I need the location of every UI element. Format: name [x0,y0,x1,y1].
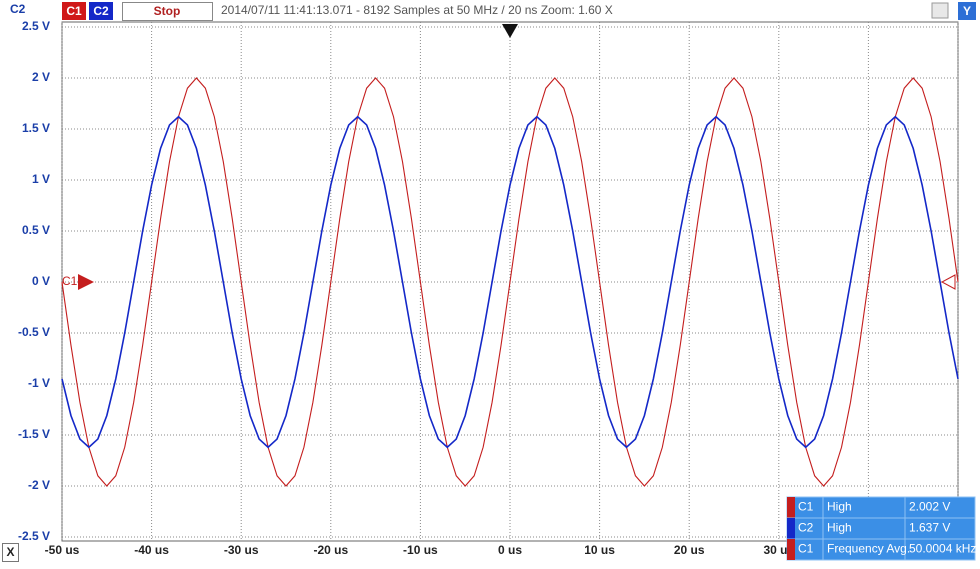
c1-level-marker [78,274,94,290]
c1-button-label[interactable]: C1 [66,4,82,18]
x-button[interactable] [2,543,19,562]
y-button-label[interactable]: Y [963,4,971,18]
c1-button[interactable] [62,2,86,20]
y-tick-label: -0.5 V [18,325,50,339]
y-tick-label: -1 V [28,376,50,390]
measurement-channel: C1 [798,542,814,556]
measurement-channel: C1 [798,500,814,514]
measurement-value: 50.0004 kHz [909,542,976,556]
trigger-level-marker [940,274,956,290]
measurement-label: High [827,521,852,535]
channel-strip [787,497,795,518]
y-tick-label: 0.5 V [22,223,50,237]
measurement-label: High [827,500,852,514]
trigger-position-marker [502,24,518,38]
c1-level-label: C1 [62,274,78,288]
y-tick-label: 1 V [32,172,50,186]
stop-button[interactable] [122,2,213,21]
x-tick-label: -10 us [403,543,438,557]
x-tick-label: 10 us [584,543,615,557]
y-tick-label: 0 V [32,274,50,288]
y-tick-label: 2 V [32,70,50,84]
stop-button-label[interactable]: Stop [154,4,181,18]
y-tick-label: 1.5 V [22,121,50,135]
x-tick-label: -30 us [224,543,259,557]
c2-button[interactable] [89,2,113,20]
plot [61,21,959,542]
c2-button-label[interactable]: C2 [93,4,109,18]
channel-strip [787,518,795,539]
x-tick-label: -50 us [45,543,80,557]
measurement-value: 2.002 V [909,500,950,514]
active-channel: C2 [10,2,26,16]
waveform [61,115,959,449]
x-tick-label: -20 us [313,543,348,557]
waveform [61,77,959,487]
x-tick-label: -40 us [134,543,169,557]
y-button[interactable] [958,2,976,20]
y-tick-label: -2.5 V [18,529,50,543]
y-tick-label: 2.5 V [22,19,50,33]
measurement-label: Frequency Avg. [827,542,910,556]
y-tick-label: -1.5 V [18,427,50,441]
y-tick-label: -2 V [28,478,50,492]
status-text: 2014/07/11 11:41:13.071 - 8192 Samples a… [221,3,613,17]
x-button-label[interactable]: X [6,545,14,559]
x-tick-label: 20 us [674,543,705,557]
measurement-channel: C2 [798,521,814,535]
channel-strip [787,539,795,560]
x-tick-label: 0 us [498,543,522,557]
toolbar-icon[interactable] [931,2,949,19]
measurement-value: 1.637 V [909,521,950,535]
